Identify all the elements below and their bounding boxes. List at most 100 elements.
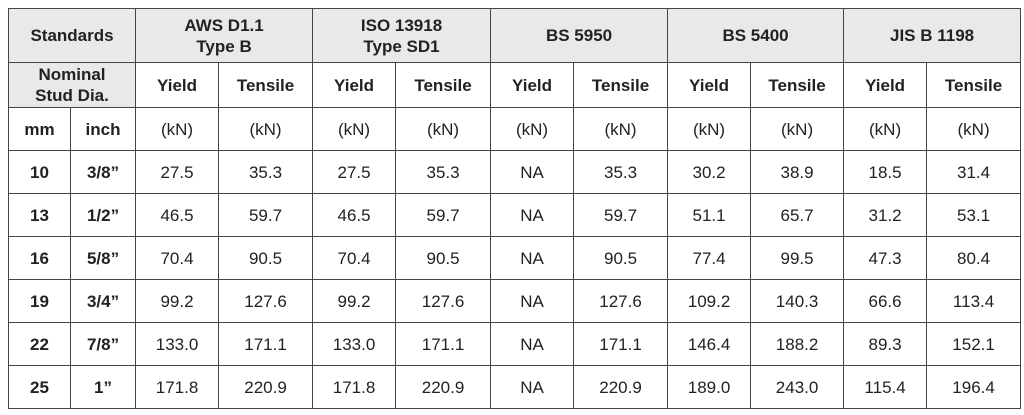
diameter-cell: 1” bbox=[69, 365, 137, 409]
diameter-cell: 1/2” bbox=[69, 193, 137, 237]
unit-cell: (kN) bbox=[750, 107, 845, 151]
value-cell: 18.5 bbox=[843, 150, 928, 194]
column-header: Tensile bbox=[573, 62, 669, 108]
diameter-cell: 3/4” bbox=[69, 279, 137, 323]
value-cell: 46.5 bbox=[135, 193, 220, 237]
value-cell: 47.3 bbox=[843, 236, 928, 280]
unit-cell: (kN) bbox=[218, 107, 314, 151]
value-cell: 152.1 bbox=[926, 322, 1022, 366]
value-cell: NA bbox=[490, 365, 575, 409]
standard-header: BS 5950 bbox=[490, 8, 669, 63]
value-cell: 65.7 bbox=[750, 193, 845, 237]
value-cell: 171.8 bbox=[312, 365, 397, 409]
value-cell: 66.6 bbox=[843, 279, 928, 323]
table-row: 10 3/8” 27.5 35.3 27.5 35.3 NA 35.3 30.2 38.9 18.5… bbox=[8, 150, 1022, 194]
value-cell: 140.3 bbox=[750, 279, 845, 323]
value-cell: 27.5 bbox=[135, 150, 220, 194]
value-cell: 189.0 bbox=[667, 365, 752, 409]
value-cell: 90.5 bbox=[395, 236, 492, 280]
value-cell: 31.4 bbox=[926, 150, 1022, 194]
value-cell: 90.5 bbox=[573, 236, 669, 280]
value-cell: 38.9 bbox=[750, 150, 845, 194]
value-cell: 51.1 bbox=[667, 193, 752, 237]
column-header: Tensile bbox=[750, 62, 845, 108]
column-header: Tensile bbox=[926, 62, 1022, 108]
diameter-cell: 22 bbox=[8, 322, 71, 366]
unit-cell: (kN) bbox=[490, 107, 575, 151]
value-cell: 115.4 bbox=[843, 365, 928, 409]
value-cell: NA bbox=[490, 279, 575, 323]
value-cell: 77.4 bbox=[667, 236, 752, 280]
table-row: Standards AWS D1.1 Type B ISO 13918 Type S… bbox=[7, 8, 1022, 63]
value-cell: 220.9 bbox=[218, 365, 314, 409]
value-cell: 70.4 bbox=[312, 236, 397, 280]
value-cell: 109.2 bbox=[667, 279, 752, 323]
value-cell: 146.4 bbox=[667, 322, 752, 366]
value-cell: 220.9 bbox=[395, 365, 492, 409]
diameter-cell: 5/8” bbox=[69, 236, 137, 280]
value-cell: 90.5 bbox=[218, 236, 314, 280]
unit-cell: mm bbox=[8, 107, 71, 151]
value-cell: 133.0 bbox=[135, 322, 220, 366]
value-cell: NA bbox=[490, 150, 575, 194]
unit-cell: (kN) bbox=[926, 107, 1022, 151]
value-cell: 35.3 bbox=[573, 150, 669, 194]
value-cell: 59.7 bbox=[395, 193, 492, 237]
value-cell: 171.1 bbox=[573, 322, 669, 366]
value-cell: 53.1 bbox=[926, 193, 1022, 237]
value-cell: 171.1 bbox=[395, 322, 492, 366]
unit-cell: (kN) bbox=[312, 107, 397, 151]
standard-header: AWS D1.1 Type B bbox=[135, 8, 314, 63]
value-cell: 99.2 bbox=[135, 279, 220, 323]
standard-header: BS 5400 bbox=[667, 8, 845, 63]
diameter-cell: 7/8” bbox=[69, 322, 137, 366]
column-header: Yield bbox=[312, 62, 397, 108]
value-cell: 220.9 bbox=[573, 365, 669, 409]
standard-header: JIS B 1198 bbox=[843, 8, 1022, 63]
value-cell: 99.2 bbox=[312, 279, 397, 323]
value-cell: 70.4 bbox=[135, 236, 220, 280]
column-header: Yield bbox=[843, 62, 928, 108]
value-cell: 127.6 bbox=[218, 279, 314, 323]
diameter-cell: 16 bbox=[8, 236, 71, 280]
column-header: Tensile bbox=[395, 62, 492, 108]
value-cell: 31.2 bbox=[843, 193, 928, 237]
unit-cell: inch bbox=[69, 107, 137, 151]
table-body: Standards AWS D1.1 Type B ISO 13918 Type S… bbox=[7, 8, 1022, 409]
value-cell: NA bbox=[490, 322, 575, 366]
unit-cell: (kN) bbox=[573, 107, 669, 151]
value-cell: NA bbox=[490, 236, 575, 280]
value-cell: 80.4 bbox=[926, 236, 1022, 280]
value-cell: 59.7 bbox=[218, 193, 314, 237]
value-cell: 35.3 bbox=[218, 150, 314, 194]
column-header: Yield bbox=[667, 62, 752, 108]
value-cell: 30.2 bbox=[667, 150, 752, 194]
value-cell: 35.3 bbox=[395, 150, 492, 194]
diameter-cell: 13 bbox=[8, 193, 71, 237]
value-cell: 188.2 bbox=[750, 322, 845, 366]
value-cell: 171.1 bbox=[218, 322, 314, 366]
table-row: 22 7/8” 133.0 171.1 133.0 171.1 NA 171.1 146.4 18… bbox=[8, 322, 1022, 366]
table-row: 19 3/4” 99.2 127.6 99.2 127.6 NA 127.6 109.2 140.… bbox=[8, 279, 1022, 323]
table-row: Nominal Stud Dia. Yield Tensile Yield Tensil… bbox=[7, 62, 1022, 108]
value-cell: 113.4 bbox=[926, 279, 1022, 323]
diameter-header: Nominal Stud Dia. bbox=[7, 62, 137, 108]
table-row: 13 1/2” 46.5 59.7 46.5 59.7 NA 59.7 51.1 65.7 31.2… bbox=[8, 193, 1022, 237]
table-row: mm inch (kN) (kN) (kN) (kN) (kN) (kN) (kN) (kN) (k… bbox=[8, 107, 1022, 151]
unit-cell: (kN) bbox=[395, 107, 492, 151]
value-cell: 196.4 bbox=[926, 365, 1022, 409]
table-row: 25 1” 171.8 220.9 171.8 220.9 NA 220.9 189.0 243.… bbox=[8, 365, 1022, 409]
value-cell: 89.3 bbox=[843, 322, 928, 366]
value-cell: 127.6 bbox=[573, 279, 669, 323]
diameter-cell: 3/8” bbox=[69, 150, 137, 194]
value-cell: 99.5 bbox=[750, 236, 845, 280]
value-cell: NA bbox=[490, 193, 575, 237]
column-header: Tensile bbox=[218, 62, 314, 108]
value-cell: 46.5 bbox=[312, 193, 397, 237]
value-cell: 243.0 bbox=[750, 365, 845, 409]
column-header: Yield bbox=[135, 62, 220, 108]
value-cell: 171.8 bbox=[135, 365, 220, 409]
unit-cell: (kN) bbox=[667, 107, 752, 151]
value-cell: 127.6 bbox=[395, 279, 492, 323]
